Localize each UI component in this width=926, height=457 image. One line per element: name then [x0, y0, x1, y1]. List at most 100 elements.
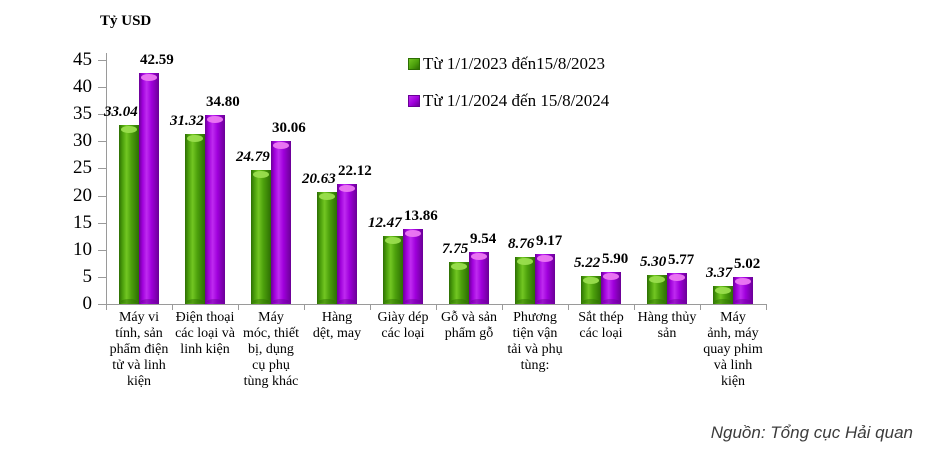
bar-value-label: 31.32 — [170, 113, 204, 130]
bar-highlight — [583, 276, 599, 284]
bar-2023 — [713, 285, 733, 304]
bar-highlight — [273, 142, 289, 149]
bar-value-label: 24.79 — [236, 148, 270, 165]
bar-2024 — [403, 228, 423, 304]
legend: Từ 1/1/2023 đến15/8/2023 Từ 1/1/2024 đến… — [408, 54, 609, 128]
bar-2023 — [647, 275, 667, 304]
y-tick-label: 40 — [73, 76, 92, 98]
y-tick-mark — [98, 60, 106, 61]
bar-base-shade — [140, 298, 158, 304]
bar-2023 — [515, 256, 535, 304]
y-tick-label: 25 — [73, 157, 92, 179]
y-tick-mark — [98, 276, 106, 278]
bar-value-label: 20.63 — [302, 171, 336, 188]
category-label: Máy ảnh, máy quay phim và linh kiện — [703, 310, 763, 389]
x-tick-mark — [634, 305, 635, 310]
y-tick-mark — [98, 222, 106, 224]
bar-value-label: 5.90 — [602, 251, 629, 267]
bar-value-label: 12.47 — [368, 215, 402, 232]
bar-highlight — [649, 276, 665, 284]
bar-highlight — [187, 135, 203, 143]
bar-highlight — [405, 229, 421, 237]
category-label: Điện thoại các loại và linh kiện — [175, 310, 235, 357]
bar-base-shade — [338, 298, 356, 304]
bar-2023 — [383, 236, 403, 304]
y-tick-label: 15 — [73, 211, 92, 233]
x-tick-mark — [106, 305, 107, 310]
y-tick-label: 20 — [73, 184, 92, 206]
bar-highlight — [669, 273, 685, 281]
bar-base-shade — [120, 298, 138, 304]
category-label: Sắt thép các loại — [578, 310, 624, 341]
bar-2023 — [185, 134, 205, 304]
bar-highlight — [715, 286, 731, 294]
y-tick-label: 5 — [82, 265, 93, 287]
y-tick-mark — [98, 87, 106, 89]
y-tick-label: 35 — [73, 103, 92, 125]
category-label: Hàng dệt, may — [312, 310, 362, 341]
y-tick-label: 0 — [82, 293, 93, 314]
bar-base-shade — [648, 298, 666, 304]
bar-2024 — [667, 272, 687, 304]
y-tick-label: 10 — [73, 238, 92, 260]
bar-highlight — [537, 255, 553, 263]
bar-highlight — [253, 170, 269, 178]
category-label: Máy móc, thiết bị, dụng cụ phụ tùng khác — [243, 310, 299, 389]
bar-value-label: 22.12 — [338, 163, 372, 180]
bar-base-shade — [582, 298, 600, 304]
bar-2024 — [205, 115, 225, 304]
category-label: Giày dép các loại — [377, 310, 429, 341]
bar-highlight — [121, 125, 137, 133]
bar-base-shade — [186, 298, 204, 304]
bar-2024 — [535, 254, 555, 304]
bar-highlight — [207, 116, 223, 124]
bar-base-shade — [404, 298, 422, 304]
bar-base-shade — [734, 298, 752, 304]
bar-highlight — [603, 273, 619, 280]
bar-value-label: 13.86 — [404, 207, 438, 224]
bar-value-label: 5.22 — [574, 254, 601, 271]
bar-base-shade — [272, 298, 290, 304]
category-label: Máy vi tính, sản phẩm điện tử và linh ki… — [109, 310, 169, 389]
bar-base-shade — [668, 298, 686, 304]
x-tick-mark — [238, 305, 239, 310]
y-tick-label: 45 — [73, 49, 92, 70]
bar-highlight — [339, 185, 355, 193]
bar-2023 — [317, 192, 337, 304]
bar-value-label: 3.37 — [706, 264, 733, 281]
bar-value-label: 9.17 — [536, 233, 563, 250]
bar-2023 — [581, 275, 601, 304]
bar-2024 — [469, 252, 489, 304]
bar-value-label: 7.75 — [442, 240, 469, 257]
bar-base-shade — [450, 298, 468, 304]
bar-base-shade — [470, 298, 488, 304]
bar-base-shade — [536, 298, 554, 304]
bar-value-label: 33.04 — [104, 103, 138, 120]
bar-2024 — [139, 73, 159, 304]
y-tick-mark — [98, 141, 106, 143]
legend-label-2024: Từ 1/1/2024 đến 15/8/2024 — [423, 91, 610, 110]
bar-highlight — [517, 257, 533, 265]
category-label: Hàng thủy sản — [637, 310, 697, 341]
x-tick-mark — [370, 305, 371, 310]
y-axis-unit-label: Tỷ USD — [100, 13, 152, 29]
legend-label-2023: Từ 1/1/2023 đến15/8/2023 — [423, 54, 606, 73]
bar-base-shade — [318, 298, 336, 304]
bar-value-label: 34.80 — [206, 94, 240, 111]
x-tick-mark — [436, 305, 437, 310]
x-tick-mark — [766, 305, 767, 310]
bar-2023 — [119, 124, 139, 304]
legend-entry-2023: Từ 1/1/2023 đến15/8/2023 — [408, 54, 609, 74]
category-label: Phương tiện vận tải và phụ tùng: — [507, 310, 563, 373]
bar-highlight — [451, 262, 467, 270]
bar-base-shade — [384, 298, 402, 304]
x-axis-line — [98, 304, 767, 305]
y-tick-mark — [98, 114, 106, 116]
green-series-swatch-icon — [408, 58, 420, 70]
y-tick-mark — [98, 304, 106, 305]
bar-2024 — [601, 272, 621, 304]
bar-2023 — [251, 169, 271, 304]
bar-base-shade — [516, 298, 534, 304]
y-tick-mark — [98, 168, 106, 170]
